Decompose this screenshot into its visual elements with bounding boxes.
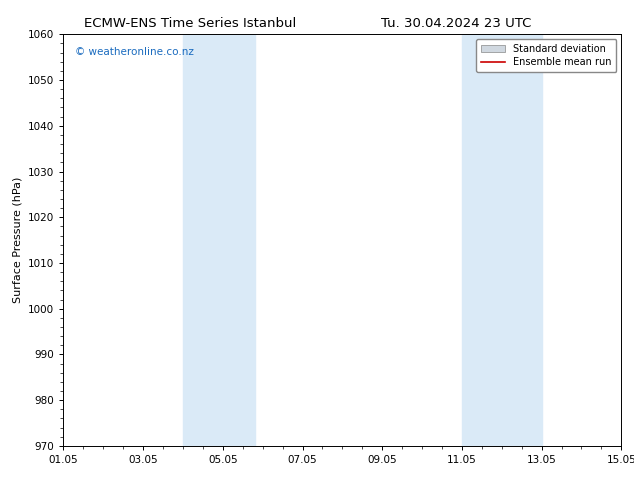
Bar (462, 34, 541, 446)
Text: ECMW-ENS Time Series Istanbul: ECMW-ENS Time Series Istanbul (84, 17, 296, 30)
Bar (183, 34, 255, 446)
Legend: Standard deviation, Ensemble mean run: Standard deviation, Ensemble mean run (476, 39, 616, 72)
Text: © weatheronline.co.nz: © weatheronline.co.nz (75, 47, 193, 57)
Y-axis label: Surface Pressure (hPa): Surface Pressure (hPa) (13, 177, 23, 303)
Text: Tu. 30.04.2024 23 UTC: Tu. 30.04.2024 23 UTC (381, 17, 532, 30)
